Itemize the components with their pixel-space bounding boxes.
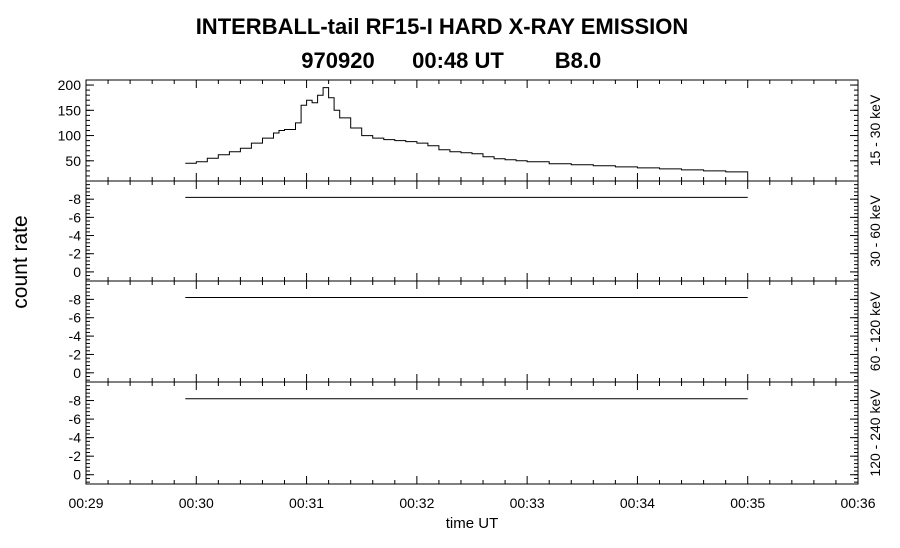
panel-1-ytick-label-3: 200 <box>58 77 82 93</box>
panel-1-ytick-label-0: 50 <box>65 153 81 169</box>
panel-3-ytick-label-1: -6 <box>69 310 82 326</box>
panel-1-ytick-label-1: 100 <box>58 128 82 144</box>
xtick-label-0: 00:29 <box>68 495 103 511</box>
panel-1-frame <box>85 79 859 182</box>
xtick-label-4: 00:33 <box>510 495 545 511</box>
panel-2-frame <box>85 180 859 282</box>
panel-3-ytick-label-2: -4 <box>69 328 82 344</box>
chart-time: 00:48 UT <box>412 48 504 73</box>
xtick-label-5: 00:34 <box>620 495 655 511</box>
panel-3-frame <box>85 280 859 383</box>
xtick-label-1: 00:30 <box>179 495 214 511</box>
chart-title: INTERBALL-tail RF15-I HARD X-RAY EMISSIO… <box>196 14 689 39</box>
panel-4-ytick-label-1: -6 <box>69 411 82 427</box>
chart-flare-class: B8.0 <box>555 48 601 73</box>
x-axis-label: time UT <box>446 515 499 532</box>
panel-4-ytick-label-0: -8 <box>69 393 82 409</box>
panel-4-frame <box>85 381 859 485</box>
panel-2-ytick-label-4: 0 <box>73 264 81 280</box>
panel-4-ytick-label-2: -4 <box>69 430 82 446</box>
xtick-label-6: 00:35 <box>730 495 765 511</box>
xtick-label-3: 00:32 <box>399 495 434 511</box>
panel-3-ytick-label-4: 0 <box>73 365 81 381</box>
panel-4-ytick-label-3: -2 <box>69 448 82 464</box>
panel-2-ytick-label-3: -2 <box>69 246 82 262</box>
panel-4-ytick-label-4: 0 <box>73 467 81 483</box>
panel-1-ytick-label-2: 150 <box>58 102 82 118</box>
panels-group: 50 100 150 200 15 - 30 keV -8 -6 -4 -2 0 30 - 60 k… <box>58 77 883 511</box>
panel-1-series-line <box>185 87 749 173</box>
panel-4-energy-label: 120 - 240 keV <box>867 389 883 477</box>
panel-2-ytick-label-1: -6 <box>69 209 82 225</box>
xtick-label-2: 00:31 <box>289 495 324 511</box>
chart-date: 970920 <box>301 48 374 73</box>
panel-3-ytick-label-0: -8 <box>69 291 82 307</box>
panel-1-energy-label: 15 - 30 keV <box>867 94 883 166</box>
panel-2-ytick-label-0: -8 <box>69 191 82 207</box>
panel-2-energy-label: 30 - 60 keV <box>867 195 883 267</box>
y-axis-label: count rate <box>9 215 32 308</box>
xtick-label-7: 00:36 <box>840 495 875 511</box>
panel-3-ytick-label-3: -2 <box>69 346 82 362</box>
panel-3-energy-label: 60 - 120 keV <box>867 291 883 371</box>
panel-2-ytick-label-2: -4 <box>69 228 82 244</box>
